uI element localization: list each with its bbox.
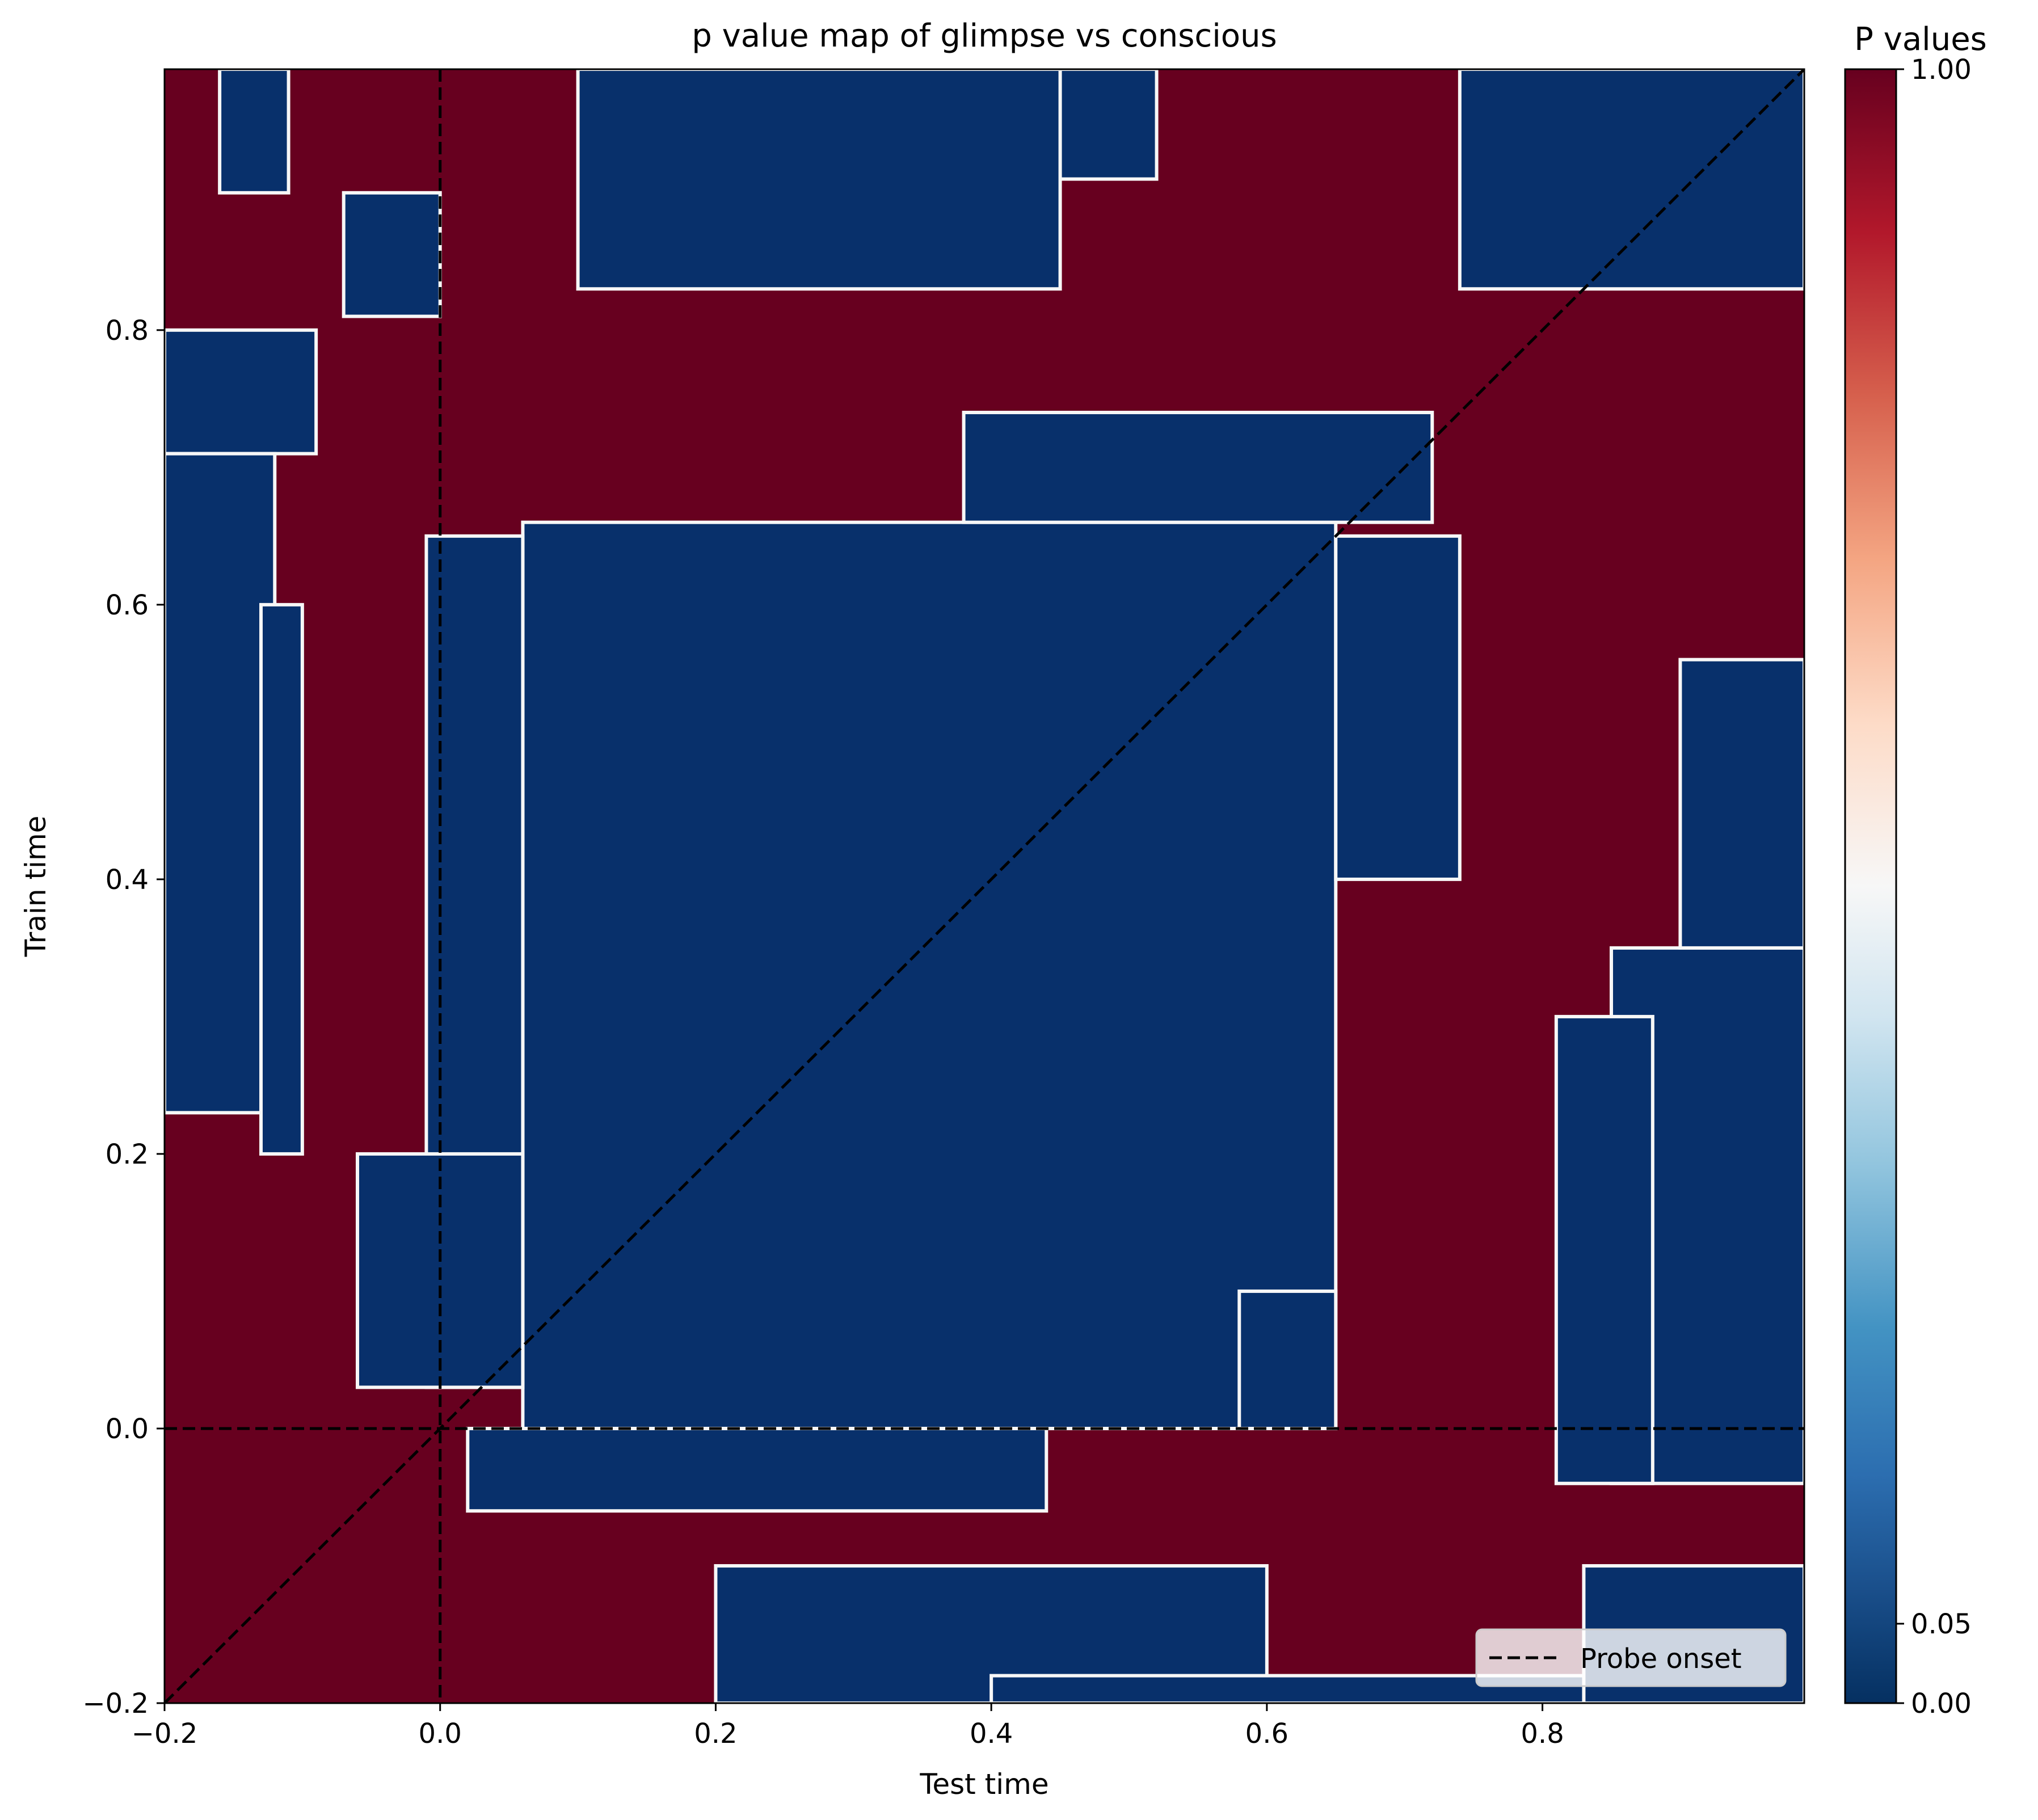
significant-region-20 <box>218 69 290 195</box>
significant-region-18 <box>165 452 277 1115</box>
x-tick-label: 0.6 <box>1245 1718 1289 1750</box>
significant-region-13 <box>1458 69 1804 291</box>
x-tick-label: 0.8 <box>1521 1718 1564 1750</box>
reference-line-diagonal <box>165 69 1804 1703</box>
heatmap-plot <box>165 69 1804 1703</box>
significant-region-2 <box>1334 534 1462 881</box>
chart-title: p value map of glimpse vs conscious <box>692 18 1277 54</box>
significant-region-19 <box>259 603 304 1156</box>
x-tick-label: 0.2 <box>694 1718 737 1750</box>
significant-region-12 <box>1554 1014 1654 1485</box>
colorbar-tick-label: 0.05 <box>1911 1608 1972 1640</box>
colorbar-title: P values <box>1854 21 1987 58</box>
y-tick-label: 0.4 <box>106 864 149 896</box>
y-tick-label: 0.2 <box>106 1139 149 1170</box>
y-tick-label: 0.0 <box>106 1413 149 1445</box>
x-tick-label: 0.4 <box>970 1718 1013 1750</box>
significant-regions <box>165 69 1804 1703</box>
colorbar: P values 0.00 0.05 1.00 <box>1844 21 1987 1720</box>
colorbar-ticks: 0.00 0.05 1.00 <box>1896 54 1972 1720</box>
y-axis: −0.2 0.0 0.2 0.4 0.6 0.8 <box>82 315 165 1720</box>
significant-region-11 <box>1678 658 1804 950</box>
legend-label: Probe onset <box>1580 1643 1742 1675</box>
significant-region-5 <box>466 1426 1049 1513</box>
y-tick-label: 0.6 <box>106 589 149 621</box>
reference-lines <box>165 69 1804 1703</box>
significant-region-0 <box>521 520 1338 1430</box>
x-axis: −0.2 0.0 0.2 0.4 0.6 0.8 <box>132 1703 1564 1750</box>
colorbar-gradient <box>1844 68 1897 1704</box>
significant-region-16 <box>342 191 442 318</box>
significant-region-17 <box>165 328 318 456</box>
colorbar-tick-label: 0.00 <box>1911 1688 1972 1720</box>
legend: Probe onset <box>1475 1628 1787 1687</box>
y-tick-label: 0.8 <box>106 315 149 347</box>
significant-region-1 <box>962 411 1434 524</box>
x-tick-label: 0.0 <box>419 1718 462 1750</box>
y-axis-label: Train time <box>19 816 52 958</box>
legend-box <box>1475 1628 1787 1687</box>
x-axis-label: Test time <box>919 1768 1049 1801</box>
x-tick-label: −0.2 <box>132 1718 198 1750</box>
plot-frame <box>163 68 1805 1704</box>
significant-region-7 <box>1237 1289 1338 1430</box>
significant-region-15 <box>576 69 1062 291</box>
colorbar-tick-label: 1.00 <box>1911 54 1972 86</box>
y-tick-label: −0.2 <box>82 1688 149 1720</box>
